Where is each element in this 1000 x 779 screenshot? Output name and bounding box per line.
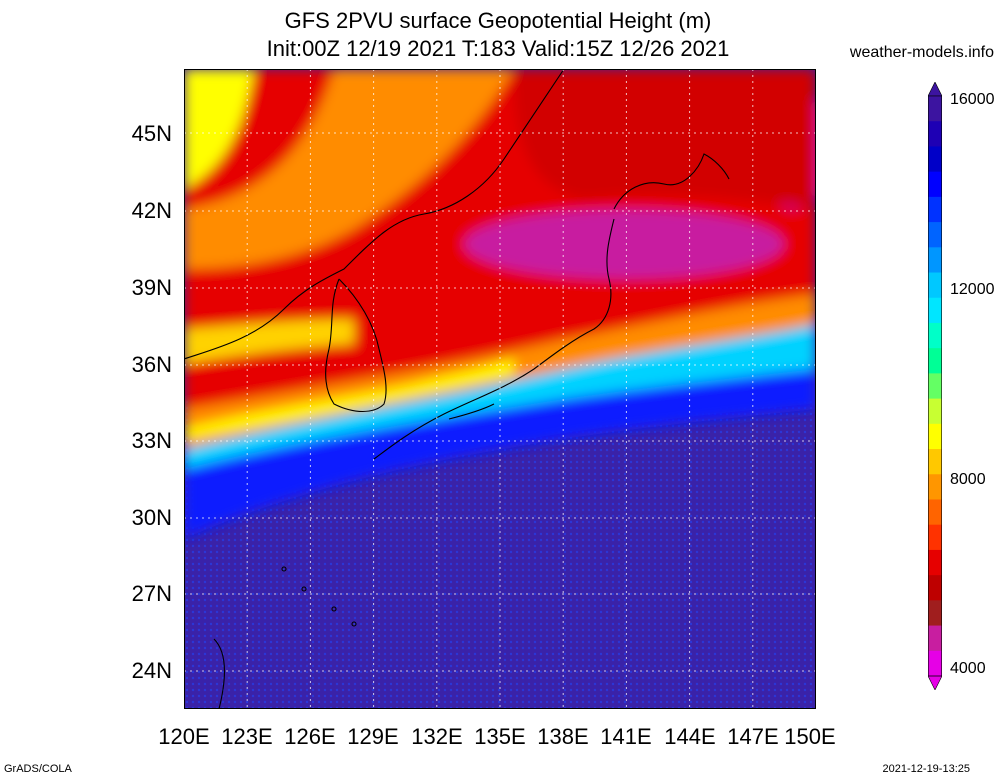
colorbar-swatch — [928, 575, 942, 601]
colorbar-label: 16000 — [950, 91, 995, 108]
field-yellow-nw — [184, 69, 254, 189]
colorbar-swatch — [928, 297, 942, 324]
credit-label: weather-models.info — [849, 44, 994, 61]
field-orange-north — [184, 69, 514, 269]
lat-label: 33N — [131, 428, 172, 453]
title-line-1: GFS 2PVU surface Geopotential Height (m) — [284, 8, 712, 33]
colorbar-swatch — [928, 423, 942, 450]
colorbar-swatch — [928, 121, 942, 147]
map-frame — [184, 69, 816, 709]
colorbar-swatch — [928, 474, 942, 500]
colorbar-swatch — [928, 171, 942, 198]
lon-label: 123E — [221, 724, 273, 749]
colorbar-swatch — [928, 247, 942, 274]
lat-label: 36N — [131, 352, 172, 377]
colorbar-swatch — [928, 499, 942, 526]
lat-label: 45N — [131, 121, 172, 146]
lon-label: 141E — [600, 724, 652, 749]
field-darkred — [514, 69, 816, 209]
footer-right: 2021-12-19-13:25 — [882, 763, 970, 775]
colorbar-swatch — [928, 398, 942, 425]
lon-label: 120E — [158, 724, 210, 749]
colorbar-swatch — [928, 96, 942, 122]
colorbar-swatch — [928, 222, 942, 248]
lon-label: 129E — [347, 724, 399, 749]
colorbar-frame — [928, 95, 942, 677]
colorbar-swatch — [928, 625, 942, 652]
colorbar-bottom-arrow — [928, 675, 942, 690]
colorbar-swatch — [928, 322, 942, 349]
lon-label: 132E — [411, 724, 463, 749]
lat-label: 27N — [131, 581, 172, 606]
colorbar-swatch — [928, 196, 942, 223]
gridlines — [184, 69, 816, 709]
colorbar-swatch — [928, 650, 942, 677]
map-plot — [184, 69, 816, 709]
colorbar-swatch — [928, 146, 942, 173]
lat-label: 30N — [131, 505, 172, 530]
field-yellow-mid — [184, 319, 354, 364]
lon-label: 147E — [727, 724, 779, 749]
lon-label: 150E — [784, 724, 836, 749]
field-yellow-south — [184, 359, 514, 439]
lat-label: 42N — [131, 198, 172, 223]
colorbar-swatch — [928, 524, 942, 551]
colorbar-top-arrow — [928, 82, 942, 97]
lon-label: 126E — [284, 724, 336, 749]
colorbar-label: 8000 — [950, 471, 986, 488]
lat-label: 24N — [131, 658, 172, 683]
field-low-japan-sea — [464, 209, 784, 279]
lon-label: 135E — [474, 724, 526, 749]
lon-label: 138E — [537, 724, 589, 749]
coastlines — [184, 69, 730, 709]
colorbar-label: 12000 — [950, 281, 995, 298]
colorbar-swatch — [928, 449, 942, 475]
colorbar-swatch — [928, 600, 942, 627]
footer-left: GrADS/COLA — [4, 763, 72, 775]
colorbar-swatch — [928, 348, 942, 374]
colorbar-swatch — [928, 373, 942, 400]
lat-label: 39N — [131, 275, 172, 300]
field-cyan — [184, 324, 816, 469]
title-line-2: Init:00Z 12/19 2021 T:183 Valid:15Z 12/2… — [266, 36, 730, 61]
colorbar-swatch — [928, 272, 942, 299]
colorbar — [928, 82, 942, 690]
lon-label: 144E — [664, 724, 716, 749]
colorbar-label: 4000 — [950, 660, 986, 677]
colorbar-swatch — [928, 549, 942, 576]
